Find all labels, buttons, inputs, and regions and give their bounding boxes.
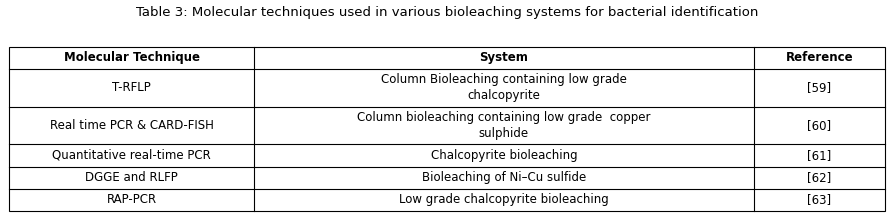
Text: [63]: [63] bbox=[807, 193, 831, 206]
Text: Quantitative real-time PCR: Quantitative real-time PCR bbox=[52, 149, 211, 162]
Text: Table 3: Molecular techniques used in various bioleaching systems for bacterial : Table 3: Molecular techniques used in va… bbox=[136, 6, 758, 19]
Bar bbox=[9, 47, 885, 211]
Text: T-RFLP: T-RFLP bbox=[113, 81, 151, 94]
Text: DGGE and RLFP: DGGE and RLFP bbox=[85, 171, 178, 184]
Text: Molecular Technique: Molecular Technique bbox=[63, 52, 199, 65]
Text: Low grade chalcopyrite bioleaching: Low grade chalcopyrite bioleaching bbox=[399, 193, 609, 206]
Text: [60]: [60] bbox=[807, 119, 831, 132]
Text: Chalcopyrite bioleaching: Chalcopyrite bioleaching bbox=[431, 149, 578, 162]
Text: [59]: [59] bbox=[807, 81, 831, 94]
Text: Column bioleaching containing low grade  copper
sulphide: Column bioleaching containing low grade … bbox=[358, 111, 651, 140]
Text: Reference: Reference bbox=[786, 52, 853, 65]
Text: System: System bbox=[479, 52, 528, 65]
Text: [62]: [62] bbox=[807, 171, 831, 184]
Text: [61]: [61] bbox=[807, 149, 831, 162]
Text: RAP-PCR: RAP-PCR bbox=[106, 193, 156, 206]
Text: Column Bioleaching containing low grade
chalcopyrite: Column Bioleaching containing low grade … bbox=[381, 73, 627, 102]
Text: Real time PCR & CARD-FISH: Real time PCR & CARD-FISH bbox=[50, 119, 214, 132]
Text: Bioleaching of Ni–Cu sulfide: Bioleaching of Ni–Cu sulfide bbox=[422, 171, 586, 184]
